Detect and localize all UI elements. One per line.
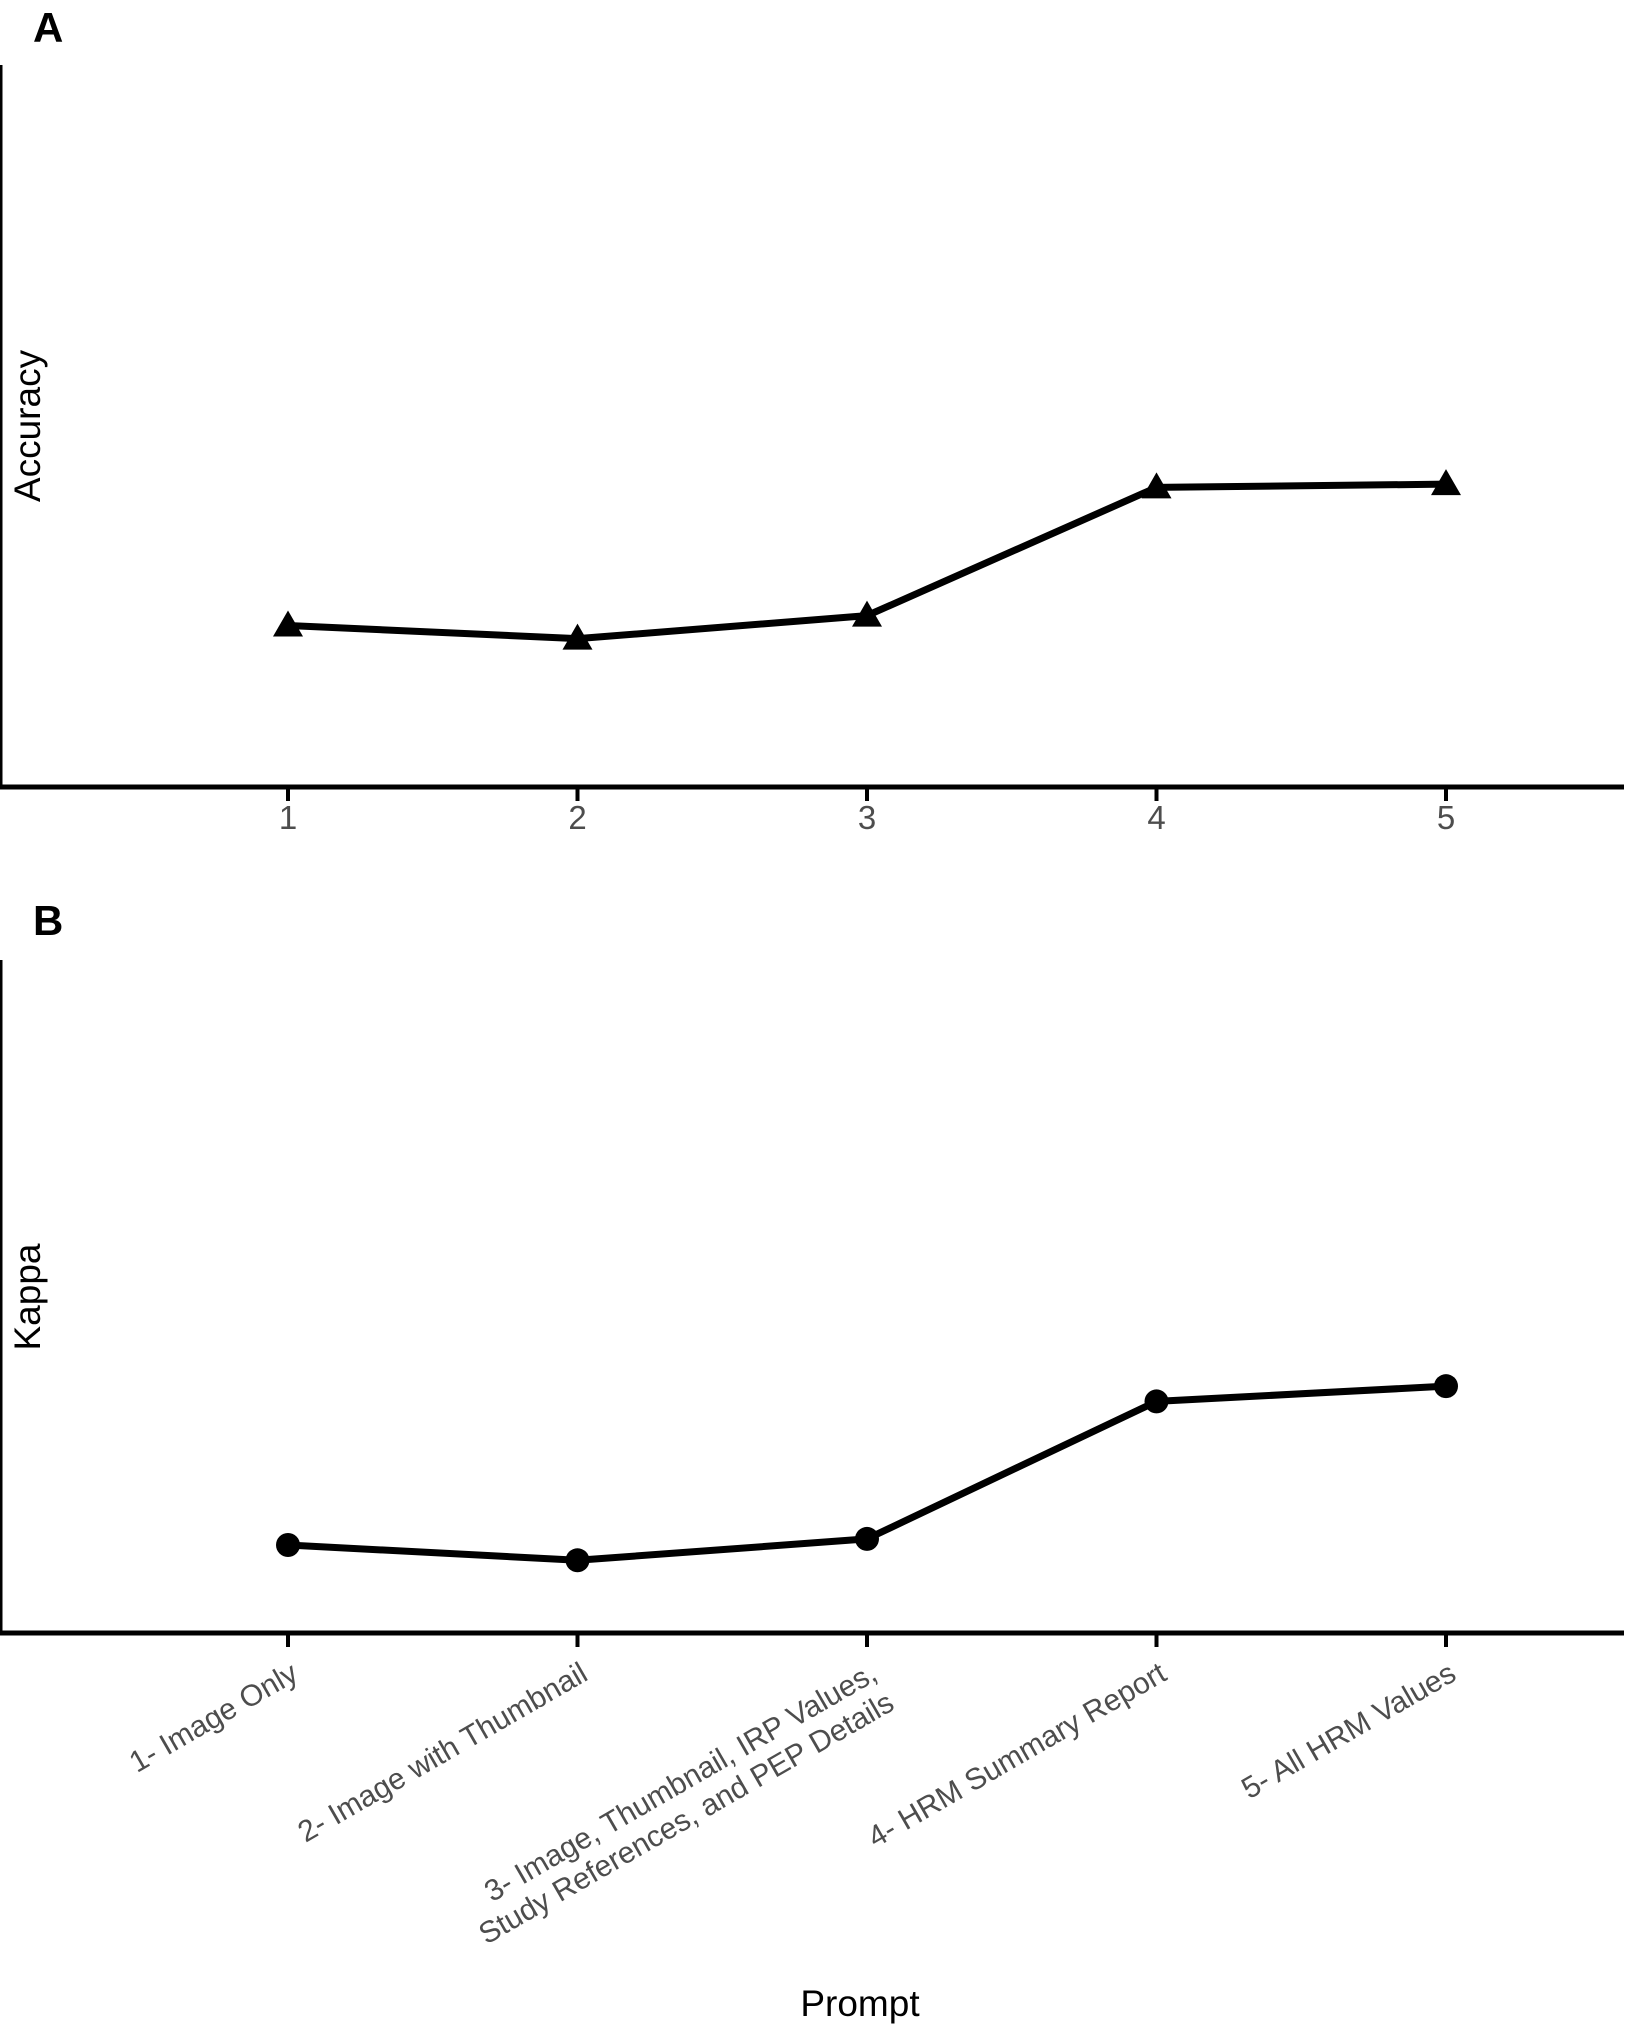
data-point-marker [273, 610, 303, 637]
accuracy-axis-label: Accuracy [7, 349, 48, 502]
x-tick-label: 2- Image with Thumbnail [292, 1656, 593, 1849]
x-tick-label-line: 2- Image with Thumbnail [292, 1656, 593, 1849]
data-point-marker [1141, 472, 1172, 499]
data-point-marker [565, 1548, 590, 1573]
panel-a-plot: 0.00.20.40.60.81.012345 [0, 65, 1624, 836]
x-tick-label: 1- Image Only [124, 1656, 304, 1779]
x-tick-label: 5 [1437, 799, 1455, 836]
x-tick-label: 2 [568, 799, 586, 836]
data-point-marker [852, 600, 882, 627]
x-tick-label-line: 1- Image Only [124, 1656, 304, 1779]
data-point-marker [562, 623, 593, 650]
data-point-marker [1431, 469, 1461, 496]
panel-a-tag: A [33, 4, 63, 51]
x-tick-label: 4 [1147, 799, 1165, 836]
data-point-marker [1144, 1389, 1169, 1414]
x-axis-title: Prompt [800, 1983, 920, 2024]
data-point-marker [855, 1526, 879, 1551]
panel-b-tag: B [33, 897, 63, 944]
data-point-marker [276, 1533, 300, 1558]
x-tick-label: 4- HRM Summary Report [862, 1656, 1172, 1854]
x-tick-label: 3 [858, 799, 876, 836]
x-tick-label-line: Study References, and PEP Details [473, 1686, 899, 1951]
x-tick-label-line: 5- All HRM Values [1236, 1656, 1461, 1805]
x-tick-label: 5- All HRM Values [1236, 1656, 1461, 1805]
x-tick-label-line: 4- HRM Summary Report [862, 1656, 1172, 1854]
x-tick-label: 1 [279, 799, 297, 836]
kappa-axis-label: Kappa [7, 1243, 48, 1350]
data-point-marker [1434, 1374, 1458, 1399]
